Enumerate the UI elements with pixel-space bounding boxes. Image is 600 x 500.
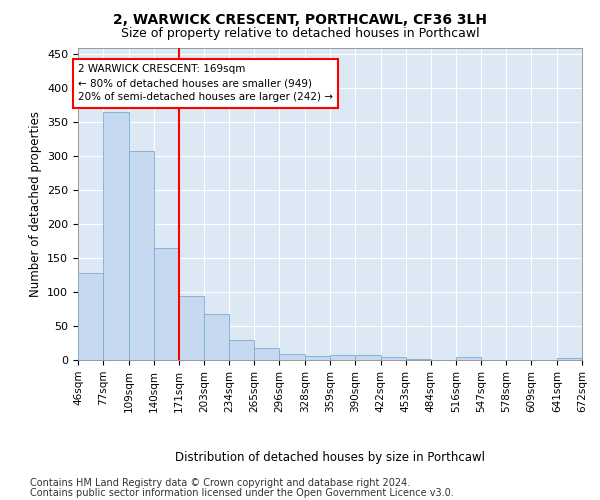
Text: Contains HM Land Registry data © Crown copyright and database right 2024.: Contains HM Land Registry data © Crown c… xyxy=(30,478,410,488)
Bar xyxy=(305,356,330,360)
Bar xyxy=(330,354,355,360)
Y-axis label: Number of detached properties: Number of detached properties xyxy=(29,111,41,296)
Bar xyxy=(205,314,229,360)
Bar xyxy=(457,358,481,360)
Bar xyxy=(355,354,381,360)
Bar xyxy=(557,358,582,360)
Text: Size of property relative to detached houses in Porthcawl: Size of property relative to detached ho… xyxy=(121,28,479,40)
Bar xyxy=(279,354,305,360)
Bar xyxy=(229,340,254,360)
Text: 2 WARWICK CRESCENT: 169sqm
← 80% of detached houses are smaller (949)
20% of sem: 2 WARWICK CRESCENT: 169sqm ← 80% of deta… xyxy=(78,64,333,102)
Bar xyxy=(129,152,154,360)
Bar xyxy=(154,248,179,360)
Bar xyxy=(381,356,406,360)
X-axis label: Distribution of detached houses by size in Porthcawl: Distribution of detached houses by size … xyxy=(175,450,485,464)
Bar xyxy=(103,112,129,360)
Bar xyxy=(179,296,205,360)
Bar xyxy=(254,348,279,360)
Bar xyxy=(78,273,103,360)
Text: Contains public sector information licensed under the Open Government Licence v3: Contains public sector information licen… xyxy=(30,488,454,498)
Text: 2, WARWICK CRESCENT, PORTHCAWL, CF36 3LH: 2, WARWICK CRESCENT, PORTHCAWL, CF36 3LH xyxy=(113,12,487,26)
